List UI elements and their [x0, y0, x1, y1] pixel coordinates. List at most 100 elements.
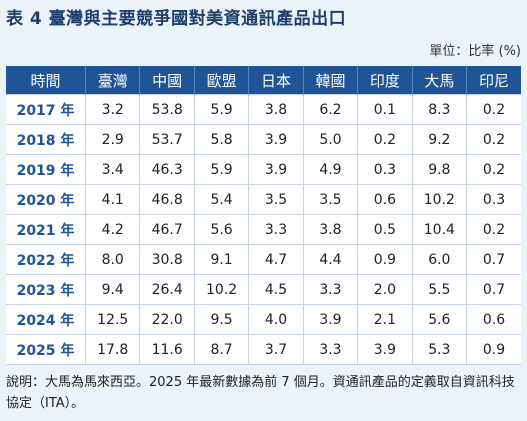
value-cell: 22.0: [139, 304, 195, 335]
value-cell: 8.7: [194, 334, 250, 365]
value-cell: 0.1: [357, 94, 413, 125]
value-cell: 4.7: [248, 244, 304, 275]
value-cell: 0.2: [466, 154, 521, 185]
value-cell: 3.5: [303, 184, 359, 215]
value-cell: 6.0: [412, 244, 468, 275]
value-cell: 0.2: [466, 214, 521, 245]
value-cell: 12.5: [85, 304, 141, 335]
column-header: 韓國: [303, 66, 359, 95]
value-cell: 2.9: [85, 124, 141, 155]
value-cell: 3.9: [357, 334, 413, 365]
value-cell: 2.1: [357, 304, 413, 335]
value-cell: 3.9: [248, 154, 304, 185]
column-header: 大馬: [412, 66, 468, 95]
value-cell: 4.0: [248, 304, 304, 335]
export-share-table: 時間 臺灣 中國 歐盟 日本 韓國 印度 大馬 印尼 2017 年 3.2 53.8…: [6, 66, 521, 365]
footnote: 說明：大馬為馬來西亞。2025 年最新數據為前 7 個月。資通訊產品的定義取自資…: [6, 375, 515, 411]
value-cell: 53.8: [139, 94, 195, 125]
value-cell: 46.7: [139, 214, 195, 245]
value-cell: 5.9: [194, 94, 250, 125]
value-cell: 0.9: [466, 334, 521, 365]
value-cell: 2.0: [357, 274, 413, 305]
value-cell: 53.7: [139, 124, 195, 155]
value-cell: 3.8: [248, 94, 304, 125]
value-cell: 4.5: [248, 274, 304, 305]
value-cell: 3.7: [248, 334, 304, 365]
value-cell: 8.0: [85, 244, 141, 275]
value-cell: 0.5: [357, 214, 413, 245]
value-cell: 0.2: [466, 124, 521, 155]
value-cell: 0.7: [466, 244, 521, 275]
value-cell: 0.2: [466, 94, 521, 125]
value-cell: 5.9: [194, 154, 250, 185]
value-cell: 6.2: [303, 94, 359, 125]
value-cell: 3.3: [303, 274, 359, 305]
table-row: 2021 年 4.2 46.7 5.6 3.3 3.8 0.5 10.4 0.2: [6, 214, 521, 245]
value-cell: 30.8: [139, 244, 195, 275]
value-cell: 3.3: [303, 334, 359, 365]
value-cell: 5.3: [412, 334, 468, 365]
value-cell: 11.6: [139, 334, 195, 365]
value-cell: 0.3: [466, 184, 521, 215]
column-header: 中國: [139, 66, 195, 95]
value-cell: 4.2: [85, 214, 141, 245]
value-cell: 46.8: [139, 184, 195, 215]
value-cell: 3.3: [248, 214, 304, 245]
value-cell: 5.6: [194, 214, 250, 245]
table-row: 2023 年 9.4 26.4 10.2 4.5 3.3 2.0 5.5 0.7: [6, 274, 521, 305]
value-cell: 10.2: [412, 184, 468, 215]
value-cell: 10.2: [194, 274, 250, 305]
column-header: 歐盟: [194, 66, 250, 95]
value-cell: 9.2: [412, 124, 468, 155]
year-cell: 2025 年: [6, 334, 86, 365]
value-cell: 9.4: [85, 274, 141, 305]
value-cell: 0.2: [357, 124, 413, 155]
value-cell: 8.3: [412, 94, 468, 125]
value-cell: 9.5: [194, 304, 250, 335]
value-cell: 4.1: [85, 184, 141, 215]
value-cell: 0.6: [357, 184, 413, 215]
value-cell: 26.4: [139, 274, 195, 305]
year-cell: 2023 年: [6, 274, 86, 305]
value-cell: 0.3: [357, 154, 413, 185]
table-header-row: 時間 臺灣 中國 歐盟 日本 韓國 印度 大馬 印尼: [6, 66, 521, 95]
value-cell: 3.2: [85, 94, 141, 125]
value-cell: 17.8: [85, 334, 141, 365]
year-cell: 2017 年: [6, 94, 86, 125]
value-cell: 5.4: [194, 184, 250, 215]
value-cell: 10.4: [412, 214, 468, 245]
column-header: 印尼: [466, 66, 521, 95]
value-cell: 3.4: [85, 154, 141, 185]
value-cell: 5.8: [194, 124, 250, 155]
year-cell: 2024 年: [6, 304, 86, 335]
value-cell: 3.5: [248, 184, 304, 215]
table-row: 2024 年 12.5 22.0 9.5 4.0 3.9 2.1 5.6 0.6: [6, 304, 521, 335]
year-cell: 2021 年: [6, 214, 86, 245]
value-cell: 4.9: [303, 154, 359, 185]
value-cell: 46.3: [139, 154, 195, 185]
column-header: 臺灣: [85, 66, 141, 95]
table-row: 2020 年 4.1 46.8 5.4 3.5 3.5 0.6 10.2 0.3: [6, 184, 521, 215]
table-row: 2022 年 8.0 30.8 9.1 4.7 4.4 0.9 6.0 0.7: [6, 244, 521, 275]
year-cell: 2018 年: [6, 124, 86, 155]
value-cell: 3.9: [248, 124, 304, 155]
column-header: 印度: [357, 66, 413, 95]
value-cell: 0.7: [466, 274, 521, 305]
value-cell: 4.4: [303, 244, 359, 275]
value-cell: 3.8: [303, 214, 359, 245]
value-cell: 0.9: [357, 244, 413, 275]
table-row: 2019 年 3.4 46.3 5.9 3.9 4.9 0.3 9.8 0.2: [6, 154, 521, 185]
value-cell: 9.1: [194, 244, 250, 275]
unit-label: 單位：比率 (%): [429, 44, 521, 59]
column-header: 時間: [6, 66, 86, 95]
value-cell: 0.6: [466, 304, 521, 335]
table-row: 2017 年 3.2 53.8 5.9 3.8 6.2 0.1 8.3 0.2: [6, 94, 521, 125]
table-row: 2025 年 17.8 11.6 8.7 3.7 3.3 3.9 5.3 0.9: [6, 334, 521, 365]
year-cell: 2020 年: [6, 184, 86, 215]
table-title: 表 4 臺灣與主要競爭國對美資通訊產品出口: [6, 9, 347, 29]
column-header: 日本: [248, 66, 304, 95]
table-row: 2018 年 2.9 53.7 5.8 3.9 5.0 0.2 9.2 0.2: [6, 124, 521, 155]
value-cell: 5.6: [412, 304, 468, 335]
value-cell: 5.5: [412, 274, 468, 305]
year-cell: 2022 年: [6, 244, 86, 275]
